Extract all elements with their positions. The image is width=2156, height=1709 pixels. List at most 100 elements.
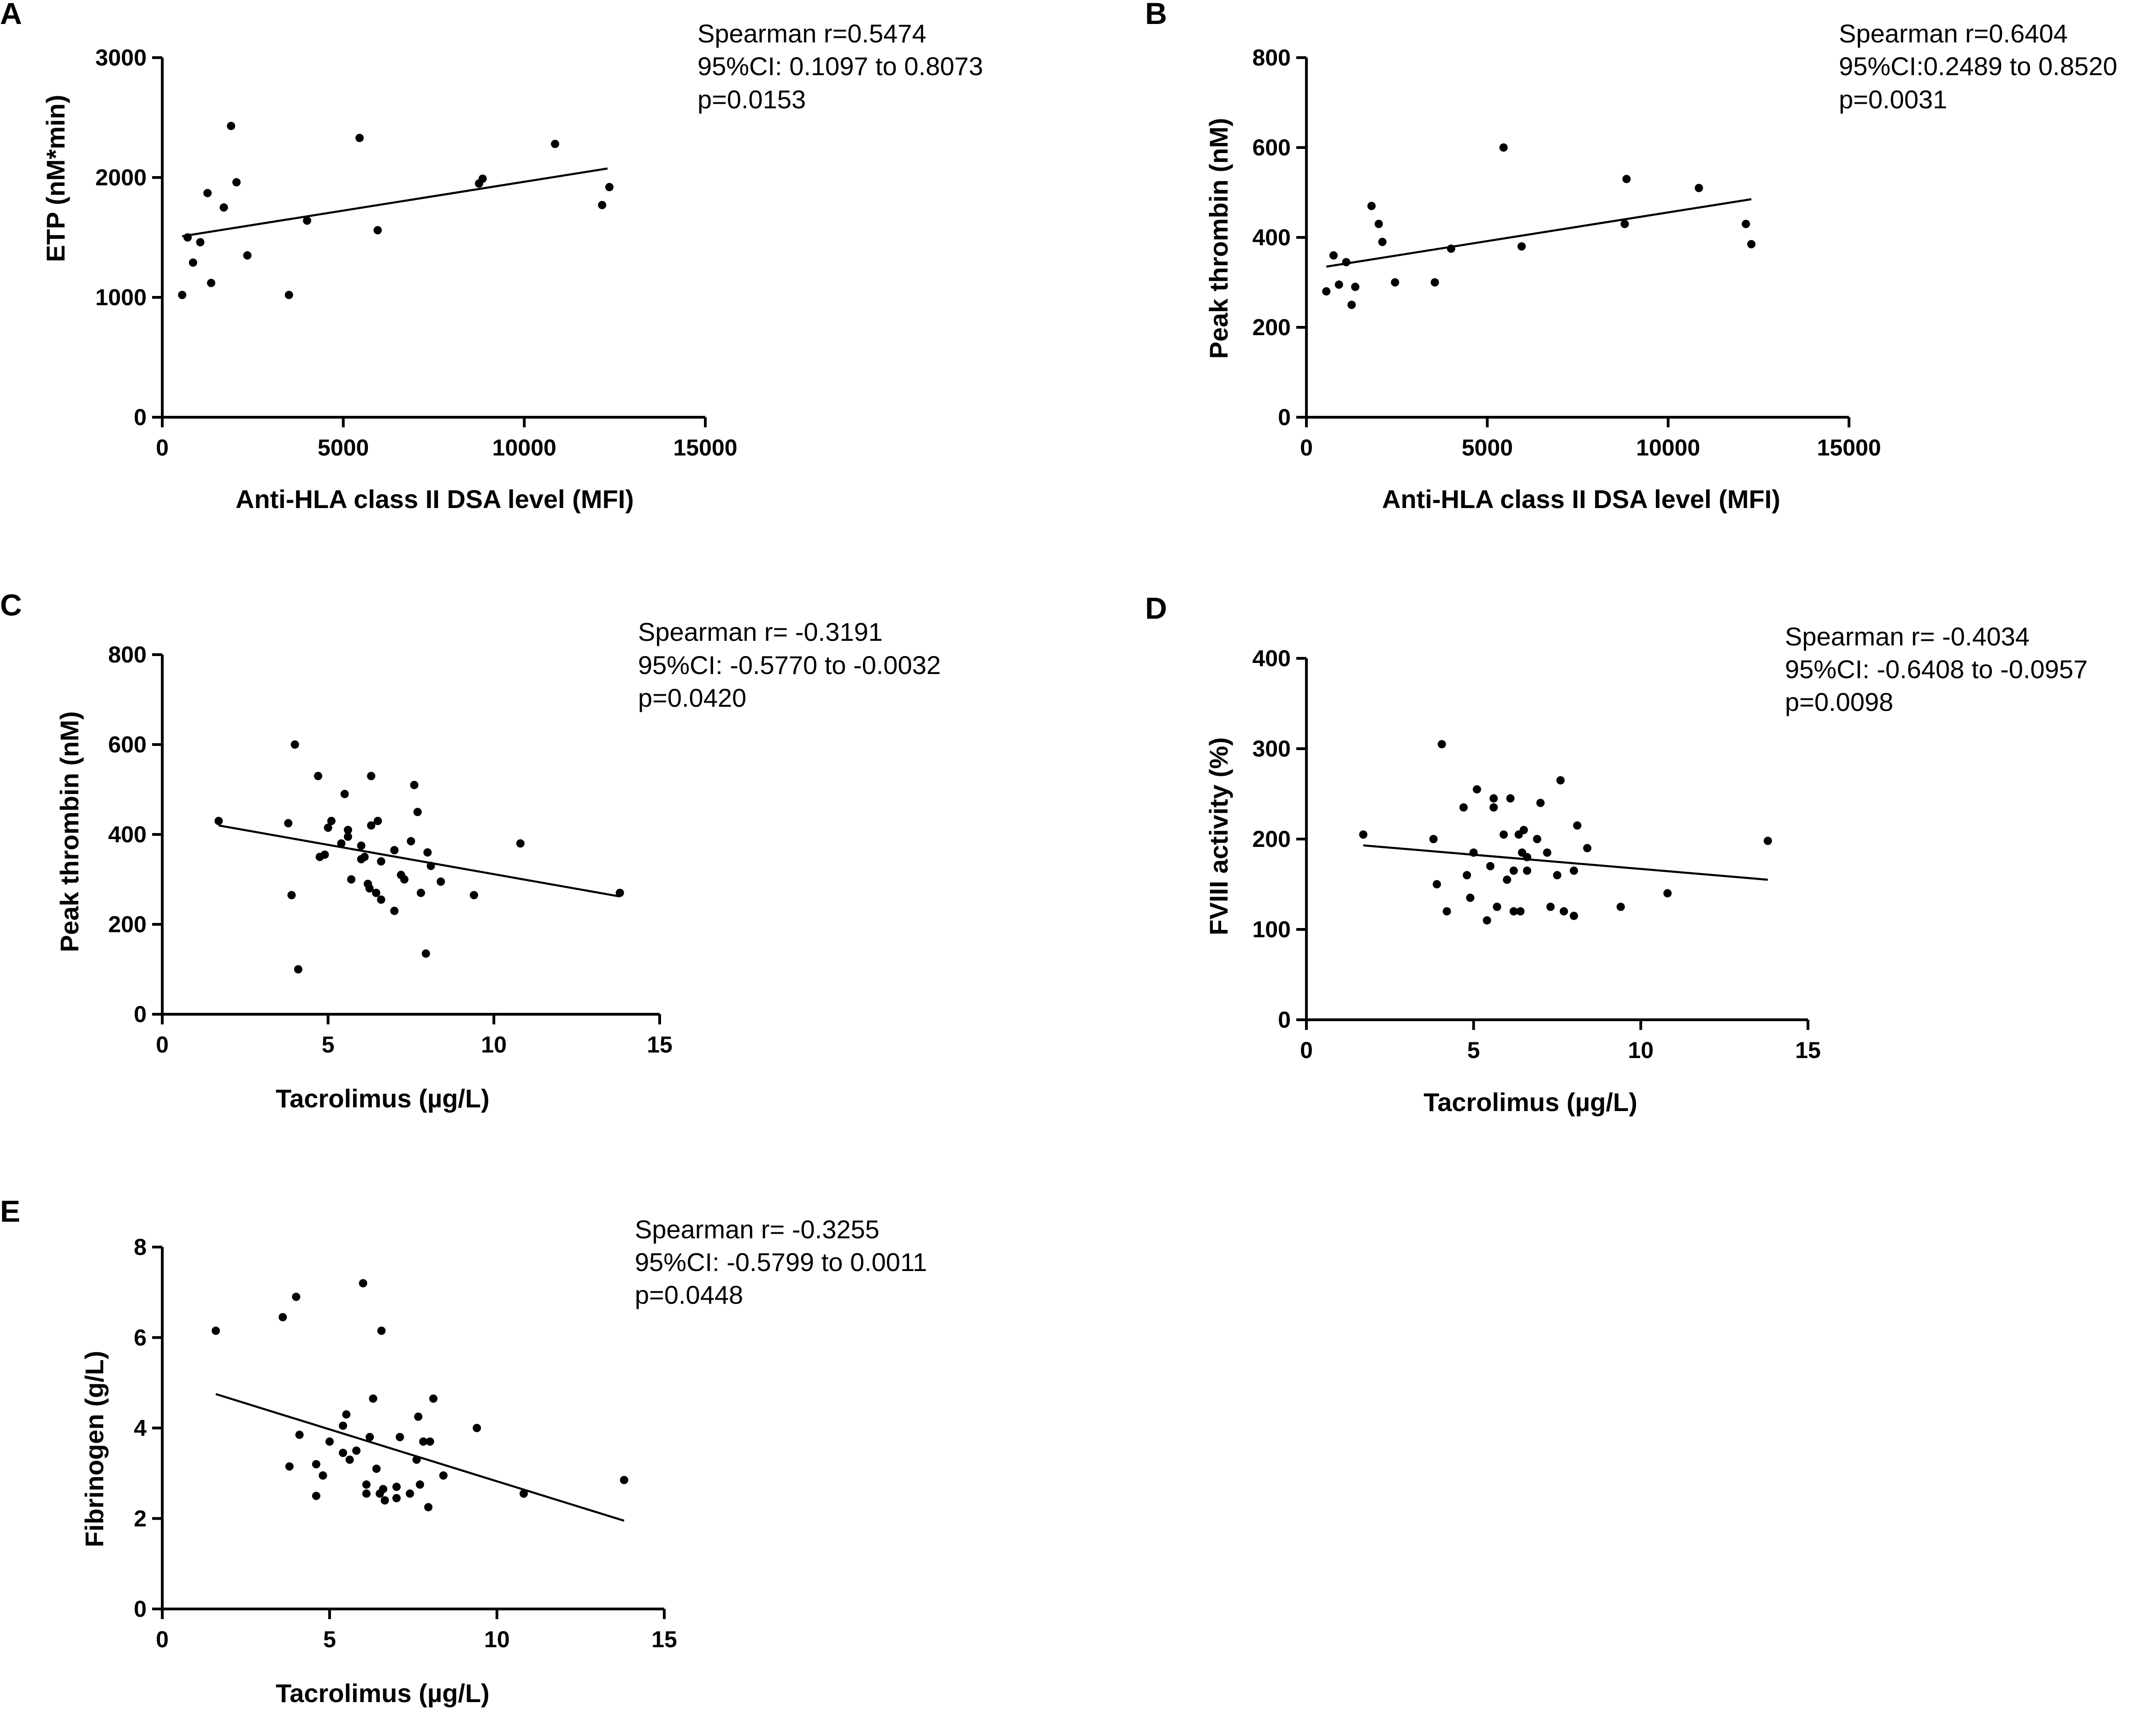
panel-a-stat-p: p=0.0153 bbox=[697, 85, 806, 114]
panel-e-y-tick-label: 6 bbox=[134, 1325, 147, 1350]
panel-e-data-point bbox=[372, 1464, 381, 1473]
panel-d-data-point bbox=[1466, 893, 1475, 902]
panel-d-x-tick-label: 10 bbox=[1628, 1037, 1654, 1063]
panel-c-x-axis-title: Tacrolimus (µg/L) bbox=[276, 1084, 490, 1113]
panel-e-data-point bbox=[392, 1483, 401, 1491]
panel-d-data-point bbox=[1570, 866, 1578, 875]
panel-e-data-point bbox=[419, 1437, 428, 1446]
panel-d-x-tick-label: 15 bbox=[1795, 1037, 1821, 1063]
panel-d-data-point bbox=[1553, 871, 1561, 880]
panel-e-data-point bbox=[278, 1313, 287, 1322]
panel-e-x-tick-label: 15 bbox=[651, 1626, 677, 1652]
panel-d-stat-p: p=0.0098 bbox=[1785, 687, 1893, 716]
panel-b-stat-ci: 95%CI:0.2489 to 0.8520 bbox=[1839, 52, 2117, 81]
panel-d-x-tick-label: 5 bbox=[1467, 1037, 1480, 1063]
panel-b-data-point bbox=[1342, 258, 1351, 266]
panel-c-data-point bbox=[343, 832, 352, 841]
panel-e-data-point bbox=[425, 1437, 434, 1446]
panel-c-data-point bbox=[373, 816, 382, 825]
panel-label-b: B bbox=[1145, 0, 1167, 30]
panel-e-data-point bbox=[416, 1480, 425, 1489]
panel-d-y-tick-label: 400 bbox=[1252, 645, 1291, 671]
panel-c-data-point bbox=[357, 841, 366, 850]
panel-d-data-point bbox=[1489, 794, 1498, 803]
panel-d-data-point bbox=[1663, 889, 1672, 898]
panel-a-data-point bbox=[178, 290, 187, 299]
panel-a-data-point bbox=[232, 178, 241, 187]
panel-a-data-point bbox=[605, 183, 614, 191]
panel-b-x-tick-label: 15000 bbox=[1817, 435, 1881, 461]
panel-d-data-point bbox=[1546, 903, 1555, 911]
panel-b-x-tick-label: 0 bbox=[1300, 435, 1313, 461]
panel-b-data-point bbox=[1447, 244, 1455, 253]
panel-a-data-point bbox=[227, 122, 236, 130]
panel-e-data-point bbox=[392, 1494, 401, 1502]
panel-d-data-point bbox=[1429, 835, 1438, 843]
panel-a-data-point bbox=[243, 251, 252, 260]
panel-e: E Fibrinogen (g/L) Tacrolimus (µg/L) Spe… bbox=[0, 1194, 927, 1708]
panel-d-y-tick-label: 300 bbox=[1252, 736, 1291, 762]
panel-a-x-tick-label: 10000 bbox=[492, 435, 556, 461]
panel-b-data-point bbox=[1322, 287, 1331, 296]
panel-d-stat-ci: 95%CI: -0.6408 to -0.0957 bbox=[1785, 655, 2088, 684]
panel-e-data-point bbox=[339, 1421, 348, 1430]
panel-d-data-point bbox=[1493, 903, 1501, 911]
panel-e-data-point bbox=[369, 1394, 378, 1403]
panel-e-data-point bbox=[359, 1279, 367, 1288]
panel-d-data-point bbox=[1583, 844, 1592, 852]
panel-e-x-axis-title: Tacrolimus (µg/L) bbox=[276, 1679, 490, 1708]
panel-c-data-point bbox=[320, 850, 329, 859]
panel-d-data-point bbox=[1359, 830, 1368, 839]
panel-c-data-point bbox=[337, 839, 346, 848]
panel-d-data-point bbox=[1570, 911, 1578, 920]
panel-d-data-point bbox=[1499, 830, 1508, 839]
panel-c-data-point bbox=[347, 875, 356, 884]
panel-a-marks bbox=[178, 122, 614, 299]
panel-e-data-point bbox=[362, 1489, 371, 1498]
panel-c-stat-ci: 95%CI: -0.5770 to -0.0032 bbox=[638, 650, 941, 680]
panel-b-y-tick-label: 0 bbox=[1278, 404, 1291, 430]
panel-e-data-point bbox=[520, 1489, 528, 1498]
panel-d-data-point bbox=[1556, 776, 1565, 785]
panel-d-y-tick-label: 0 bbox=[1278, 1007, 1291, 1033]
panel-b-x-axis-title: Anti-HLA class II DSA level (MFI) bbox=[1382, 485, 1780, 514]
panel-c-y-tick-label: 600 bbox=[108, 732, 147, 757]
panel-e-data-point bbox=[412, 1455, 421, 1464]
panel-b-data-point bbox=[1329, 251, 1338, 260]
panel-d-marks bbox=[1359, 740, 1772, 925]
panel-b-data-point bbox=[1620, 219, 1629, 228]
panel-e-stat-p: p=0.0448 bbox=[635, 1280, 743, 1309]
panel-c-stat-spearman: Spearman r= -0.3191 bbox=[638, 617, 883, 646]
panel-a-data-point bbox=[183, 233, 192, 242]
panel-c-data-point bbox=[421, 949, 430, 958]
panel-c-y-tick-label: 400 bbox=[108, 822, 147, 847]
panel-d-y-axis-title: FVIII activity (%) bbox=[1204, 737, 1233, 935]
panel-a-stat-spearman: Spearman r=0.5474 bbox=[697, 19, 927, 48]
panel-c-data-point bbox=[410, 781, 419, 789]
panel-b-data-point bbox=[1517, 242, 1526, 251]
panel-b-data-point bbox=[1499, 143, 1508, 152]
panel-d-data-point bbox=[1523, 853, 1531, 862]
panel-e-y-axis-title: Fibrinogen (g/L) bbox=[80, 1351, 109, 1547]
panel-c-data-point bbox=[417, 888, 425, 897]
panel-c-data-point bbox=[287, 891, 296, 899]
panel-d-data-point bbox=[1523, 866, 1531, 875]
panel-b-data-point bbox=[1378, 237, 1387, 246]
panel-a-data-point bbox=[196, 238, 205, 247]
panel-label-e: E bbox=[0, 1194, 20, 1228]
panel-b-y-tick-label: 600 bbox=[1252, 135, 1291, 160]
panel-e-x-tick-label: 5 bbox=[323, 1626, 336, 1652]
panel-a-x-tick-label: 15000 bbox=[673, 435, 737, 461]
panel-d-axes: 0 100 200 300 400 0 5 10 15 bbox=[1252, 645, 1821, 1063]
panel-c-y-axis-title: Peak thrombin (nM) bbox=[55, 711, 84, 952]
panel-e-x-tick-label: 0 bbox=[156, 1626, 169, 1652]
panel-b-data-point bbox=[1747, 240, 1756, 248]
panel-d-data-point bbox=[1486, 862, 1494, 870]
panel-label-c: C bbox=[0, 588, 22, 622]
panel-d-data-point bbox=[1459, 803, 1468, 812]
panel-c-x-tick-label: 5 bbox=[322, 1032, 335, 1058]
panel-b-data-point bbox=[1367, 201, 1376, 210]
panel-a-y-tick-label: 3000 bbox=[95, 45, 147, 71]
panel-b-y-axis-title: Peak thrombin (nM) bbox=[1204, 118, 1233, 359]
